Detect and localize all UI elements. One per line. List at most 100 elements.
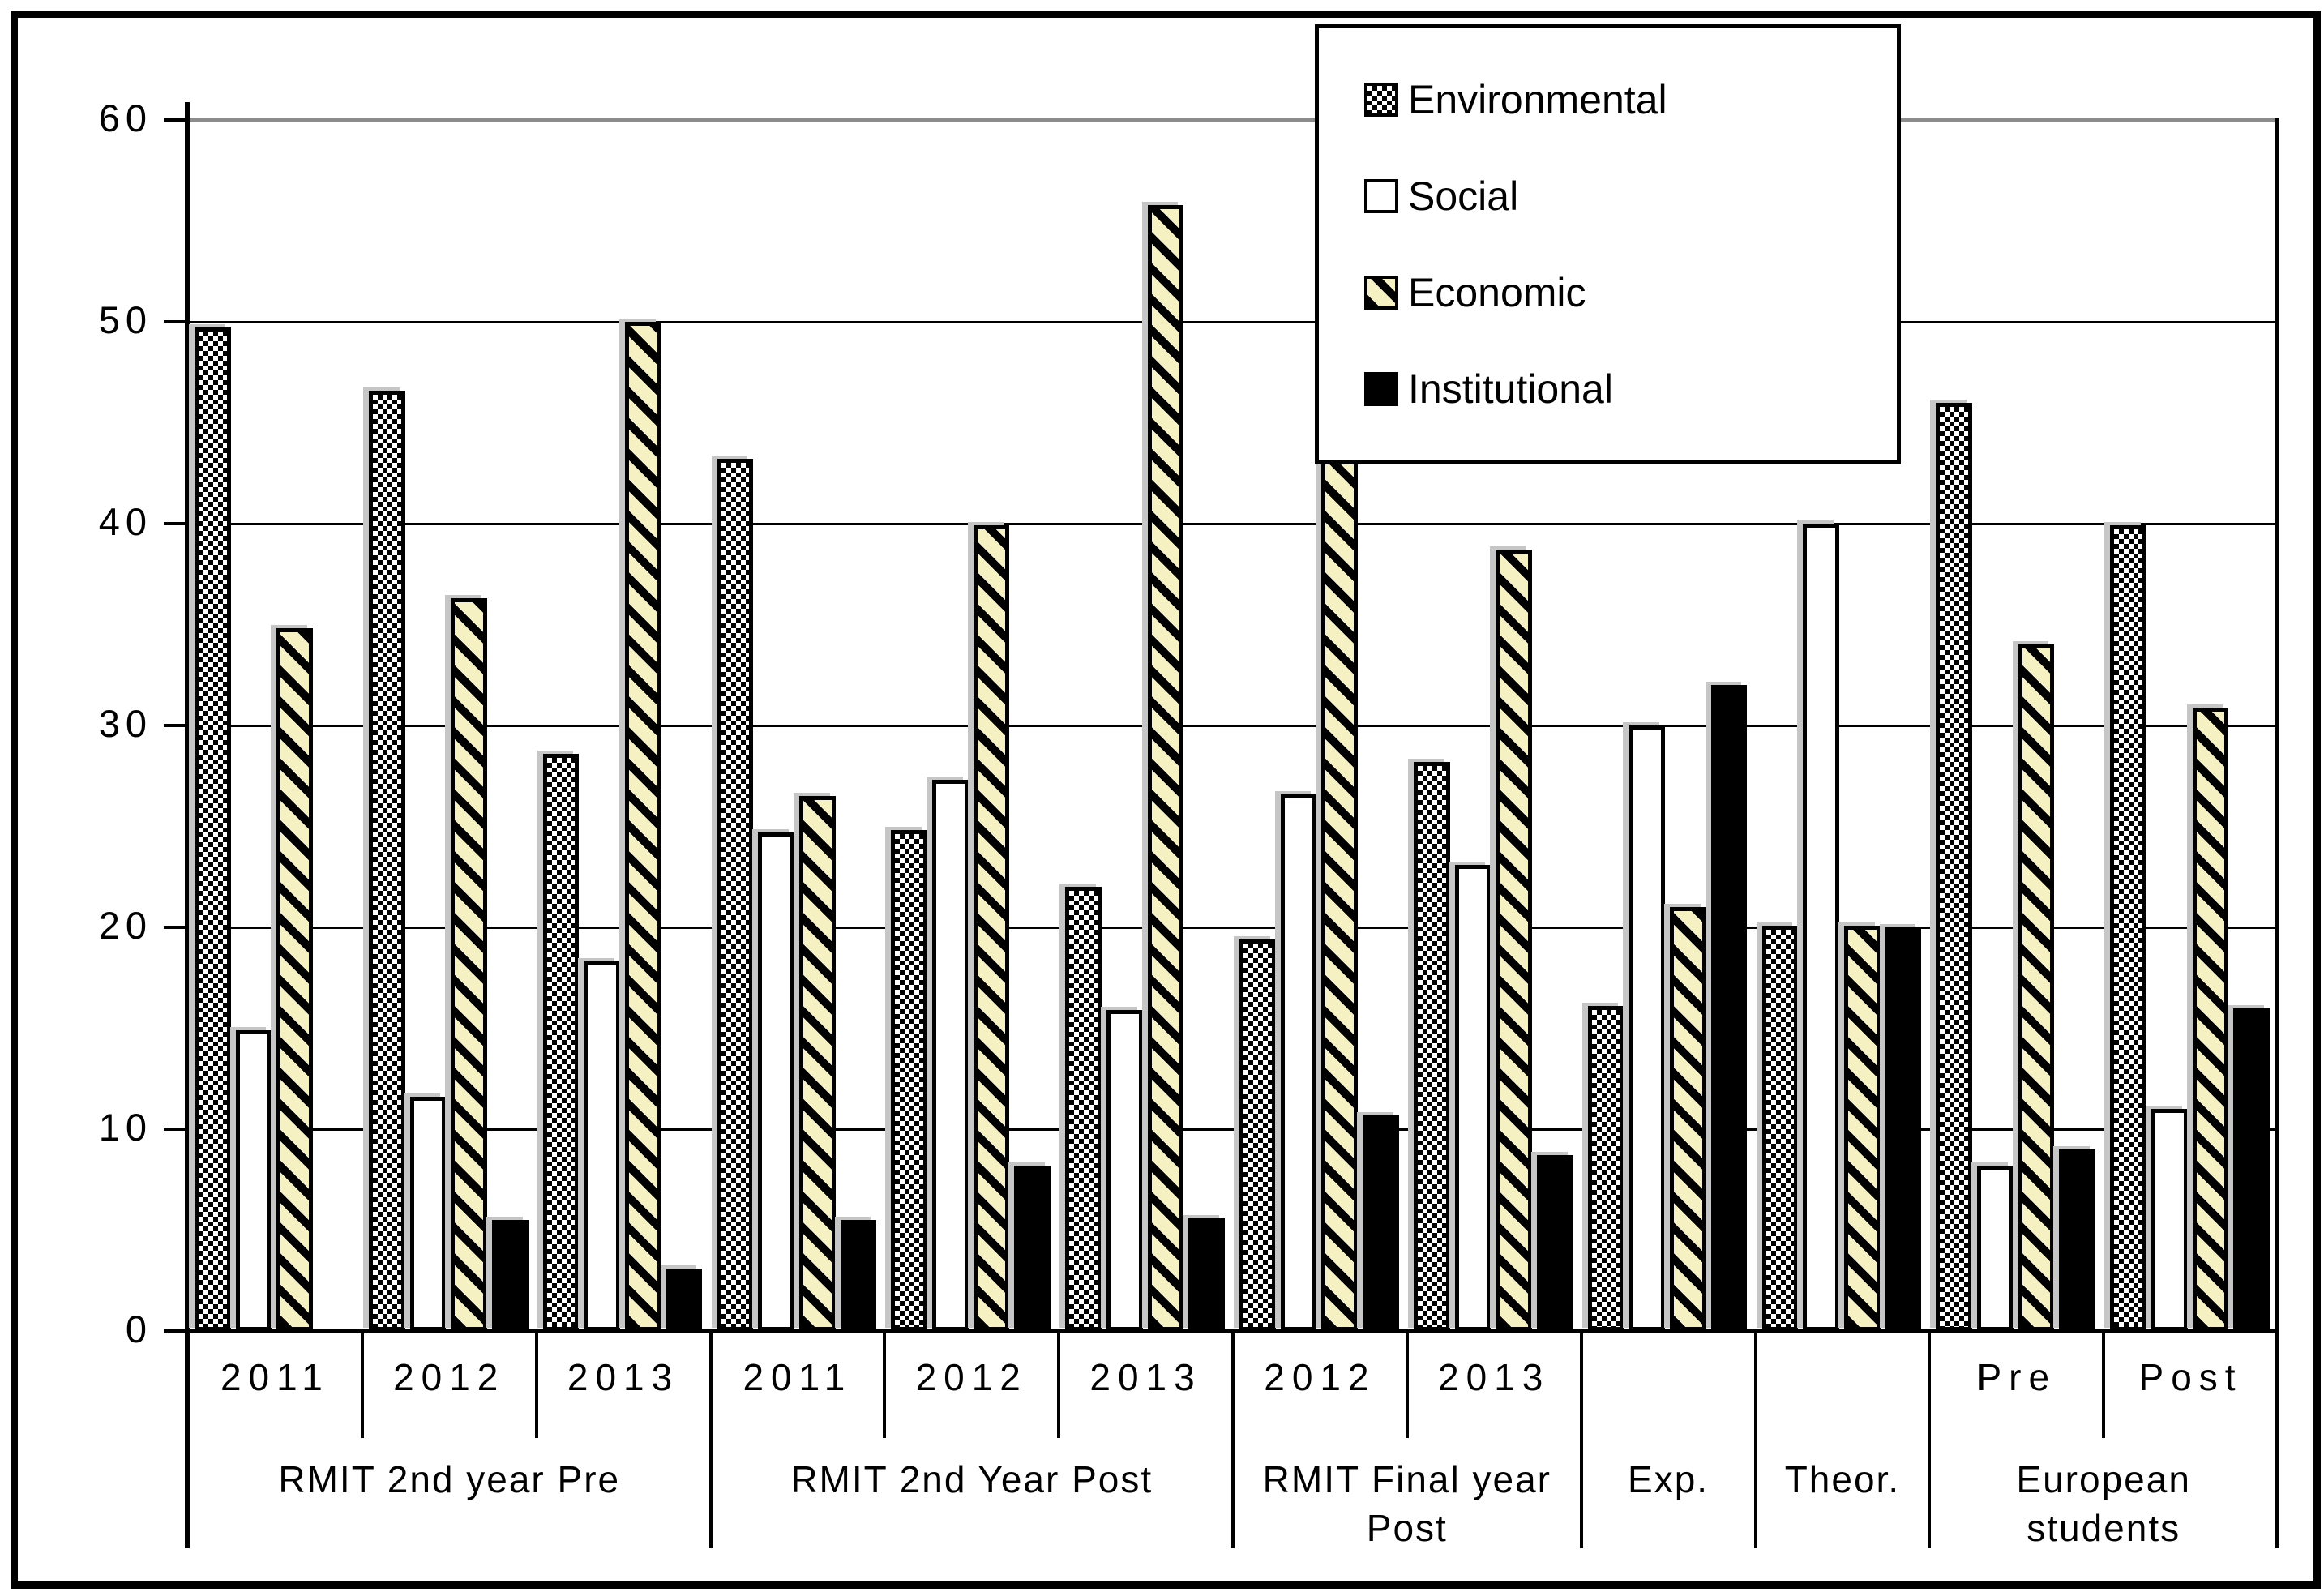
bar-social-2011	[235, 1029, 272, 1331]
plot-right-border	[2275, 118, 2279, 1548]
bar-institutional-2012	[1363, 1115, 1399, 1331]
bar-environmental-2011	[195, 327, 231, 1331]
institutional-swatch-icon	[1364, 372, 1398, 407]
y-tick-label: 50	[98, 298, 152, 341]
bar-social-Theor.	[1803, 524, 1839, 1331]
year-separator	[2102, 1331, 2106, 1438]
y-tick-mark	[164, 926, 188, 929]
year-separator	[360, 1331, 364, 1438]
x-tick-label-Post: Post	[2138, 1356, 2243, 1398]
x-tick-label-2012: 2012	[1264, 1356, 1376, 1398]
bar-social-2013	[1106, 1010, 1143, 1331]
y-tick-label: 20	[98, 904, 152, 947]
bar-environmental-Exp.	[1587, 1006, 1624, 1331]
bar-economic-2012	[973, 525, 1010, 1331]
bar-social-2013	[1454, 864, 1492, 1331]
y-tick-label: 0	[125, 1307, 152, 1350]
legend: Environmental Social Economic Institutio…	[1315, 24, 1901, 464]
bar-social-Exp.	[1629, 725, 1666, 1331]
group-label-6: European students	[2016, 1458, 2191, 1549]
year-separator	[1405, 1331, 1409, 1438]
bar-social-Pre	[1977, 1165, 2014, 1331]
bar-economic-Theor.	[1843, 925, 1881, 1331]
section-separator	[1753, 1331, 1757, 1548]
bar-economic-2011	[276, 628, 314, 1331]
x-tick-label-2013: 2013	[1438, 1356, 1551, 1398]
bar-environmental-2011	[717, 459, 754, 1331]
bar-social-2011	[758, 832, 794, 1331]
bar-economic-2012	[451, 598, 487, 1331]
bar-economic-2013	[1496, 550, 1532, 1331]
group-label-5: Theor.	[1784, 1458, 1901, 1500]
legend-item-environmental: Environmental	[1364, 76, 1897, 123]
gridline-40	[188, 523, 2278, 525]
y-tick-label: 10	[98, 1106, 152, 1149]
bar-economic-2012	[1321, 444, 1359, 1331]
legend-label-social: Social	[1408, 173, 1519, 219]
y-tick-label: 60	[98, 96, 152, 139]
y-tick-label: 30	[98, 702, 152, 745]
gridline-10	[188, 1128, 2278, 1131]
legend-item-social: Social	[1364, 173, 1897, 220]
bar-institutional-2013	[1536, 1155, 1573, 1331]
bar-institutional-2013	[1188, 1218, 1225, 1331]
gridline-30	[188, 725, 2278, 727]
y-tick-mark	[164, 118, 188, 122]
bar-institutional-2013	[666, 1268, 703, 1331]
bar-institutional-2012	[1014, 1165, 1051, 1331]
y-tick-mark	[164, 1128, 188, 1131]
x-tick-label-2011: 2011	[220, 1356, 330, 1398]
y-tick-mark	[164, 320, 188, 323]
bar-environmental-2012	[891, 830, 928, 1331]
year-separator	[883, 1331, 887, 1438]
bar-institutional-Theor.	[1885, 927, 1922, 1331]
section-separator	[708, 1331, 713, 1548]
bar-social-2013	[584, 961, 621, 1331]
bar-institutional-Pre	[2059, 1149, 2096, 1331]
bar-environmental-Theor.	[1761, 925, 1799, 1331]
bar-environmental-2013	[1065, 887, 1102, 1331]
legend-item-institutional: Institutional	[1364, 366, 1897, 413]
gridline-20	[188, 927, 2278, 929]
bar-economic-2013	[1147, 204, 1184, 1331]
gridline-50	[188, 321, 2278, 323]
group-label-3: RMIT Final year Post	[1262, 1458, 1551, 1549]
bar-institutional-2012	[491, 1220, 529, 1331]
bar-environmental-2013	[542, 753, 580, 1331]
bar-institutional-Exp.	[1710, 685, 1748, 1331]
gridline-60	[188, 118, 2278, 122]
bar-economic-Pre	[2018, 644, 2055, 1331]
bar-social-Post	[2151, 1109, 2188, 1331]
x-tick-label-2012: 2012	[915, 1356, 1028, 1398]
bar-social-2012	[409, 1097, 447, 1331]
legend-label-institutional: Institutional	[1408, 366, 1613, 413]
bar-environmental-2013	[1413, 761, 1450, 1331]
y-tick-mark	[164, 522, 188, 525]
legend-label-economic: Economic	[1408, 270, 1586, 316]
y-tick-mark	[164, 724, 188, 727]
legend-item-economic: Economic	[1364, 269, 1897, 316]
x-tick-label-2011: 2011	[743, 1356, 853, 1398]
economic-swatch-icon	[1364, 276, 1398, 310]
bar-social-2012	[1280, 794, 1317, 1331]
bar-economic-Post	[2192, 707, 2229, 1331]
year-separator	[534, 1331, 538, 1438]
group-label-4: Exp.	[1628, 1458, 1710, 1500]
x-tick-label-Pre: Pre	[1976, 1356, 2057, 1398]
x-tick-label-2013: 2013	[1089, 1356, 1202, 1398]
y-axis-line	[185, 102, 190, 1548]
bar-institutional-Post	[2233, 1008, 2270, 1331]
legend-label-environmental: Environmental	[1408, 76, 1667, 122]
group-label-2: RMIT 2nd Year Post	[790, 1458, 1153, 1500]
figure-border	[11, 11, 2321, 1589]
x-tick-label-2013: 2013	[567, 1356, 680, 1398]
section-separator	[1928, 1331, 1932, 1548]
environmental-swatch-icon	[1364, 82, 1398, 117]
bar-economic-2013	[625, 322, 661, 1331]
bar-economic-2011	[798, 796, 836, 1331]
bar-institutional-2011	[840, 1220, 877, 1331]
social-swatch-icon	[1364, 178, 1398, 213]
section-separator	[1231, 1331, 1235, 1548]
